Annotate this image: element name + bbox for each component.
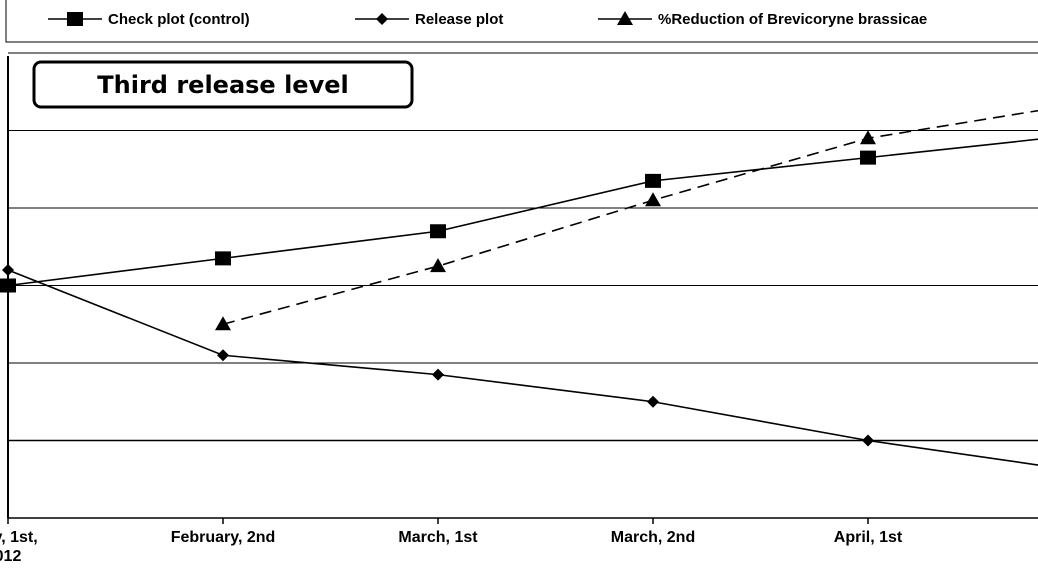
legend-label: Check plot (control)	[108, 11, 250, 28]
x-tick-label-line: April, 1st	[834, 529, 903, 546]
x-tick-label-line: March, 1st	[398, 529, 478, 546]
reduction-point	[430, 258, 446, 273]
x-tick-label: ary, 1st, 012	[0, 529, 38, 565]
x-tick-label-line: February, 2nd	[171, 529, 276, 546]
check-plot-point	[0, 278, 16, 293]
check-plot-line	[7, 138, 1038, 287]
x-tick-label: March, 1st	[398, 529, 478, 546]
release-plot-point	[2, 264, 14, 276]
x-tick-label-line: ary, 1st,	[0, 529, 38, 546]
check-plot-point	[645, 173, 661, 188]
reduction-line	[222, 109, 1038, 326]
release-plot-point	[217, 349, 229, 362]
x-tick-label: April, 1st	[834, 529, 903, 546]
legend-label: %Reduction of Brevicoryne brassicae	[658, 11, 927, 28]
reduction-point	[645, 192, 661, 207]
check-plot-point	[215, 251, 231, 266]
legend-marker	[617, 11, 633, 25]
reduction-point	[215, 316, 231, 331]
x-tick-label-line: 012	[0, 548, 21, 565]
release-plot-point	[432, 368, 444, 381]
release-plot-point	[647, 395, 659, 408]
x-tick-label-line: March, 2nd	[611, 529, 695, 546]
legend-box	[5, 0, 1038, 43]
release-plot-point	[862, 434, 874, 447]
reduction-point	[860, 130, 876, 145]
chart-title: Third release level	[97, 71, 348, 99]
legend-marker	[67, 12, 83, 26]
legend: Check plot (control) Release plot %Reducti…	[48, 11, 927, 28]
release-plot-line	[7, 269, 1038, 466]
x-axis-labels: ary, 1st, 012 February, 2nd March, 1st March…	[0, 529, 903, 565]
x-tick-label: March, 2nd	[611, 529, 695, 546]
x-tick-label: February, 2nd	[171, 529, 276, 546]
check-plot-point	[860, 150, 876, 165]
gridlines	[8, 52, 1038, 442]
legend-marker	[376, 13, 388, 25]
legend-label: Release plot	[415, 11, 503, 28]
x-axis-ticks	[7, 518, 869, 524]
check-plot-point	[430, 224, 446, 239]
series	[0, 109, 1038, 466]
title-box	[32, 60, 414, 109]
